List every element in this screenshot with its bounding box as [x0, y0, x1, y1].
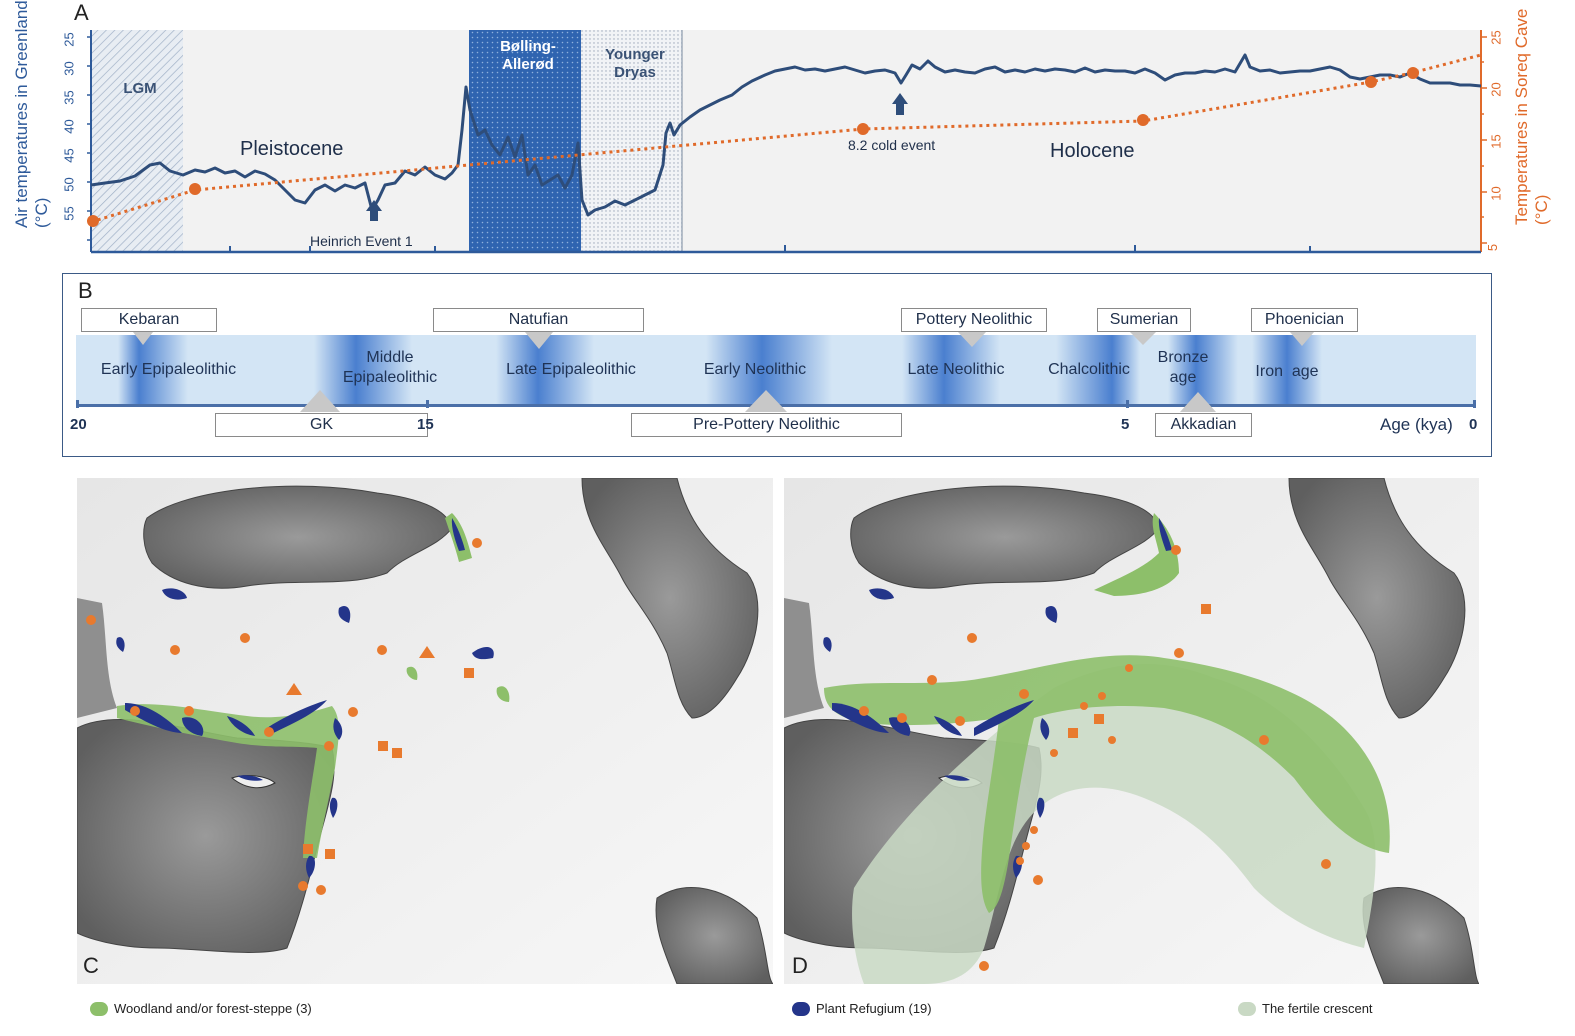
period-chalcolithic: Chalcolithic [1048, 361, 1130, 378]
soreq-point [189, 183, 201, 195]
holocene-label: Holocene [1050, 140, 1135, 162]
legend-woodland: Woodland and/or forest-steppe (3) [90, 1001, 312, 1016]
culture-natufian: Natufian [433, 308, 644, 332]
legend-fertile-label: The fertile crescent [1262, 1001, 1373, 1016]
legend-refugium: Plant Refugium (19) [792, 1001, 932, 1016]
fertile-crescent-area [852, 664, 1376, 984]
panel-a-letter: A [74, 0, 89, 25]
soreq-point [1137, 114, 1149, 126]
soreq-point [87, 215, 99, 227]
climate-chart [87, 30, 1487, 254]
cold-event-arrow [892, 93, 908, 115]
cold-event-label: 8.2 cold event [848, 137, 936, 153]
culture-pointers [133, 332, 1314, 412]
tick-0: 0 [1469, 416, 1478, 433]
heinrich-arrow [366, 200, 382, 221]
period-middle-epipaleolithic: Middle Epipaleolithic [342, 349, 438, 386]
refugium-swatch [792, 1001, 810, 1016]
timeline-tick [1126, 400, 1129, 408]
map-c-letter: C [83, 953, 99, 978]
period-bronze-age: Bronze age [1157, 349, 1209, 386]
period-early-neolithic: Early Neolithic [703, 361, 807, 378]
period-early-epipaleolithic: Early Epipaleolithic [100, 361, 237, 378]
period-band [76, 335, 1476, 405]
culture-phoenician: Phoenician [1251, 308, 1358, 332]
panel-b-frame [62, 273, 1492, 457]
tick-5: 5 [1121, 416, 1130, 433]
woodland-swatch [90, 1001, 108, 1016]
timeline-tick [76, 400, 79, 408]
culture-pottery-neolithic: Pottery Neolithic [901, 308, 1047, 332]
period-late-neolithic: Late Neolithic [907, 361, 1005, 378]
map-d: D [784, 478, 1479, 984]
younger-dryas-label: Younger Dryas [605, 46, 665, 81]
panel-b-letter: B [78, 278, 93, 303]
timeline-tick [426, 400, 429, 408]
legend-fertile: The fertile crescent [1238, 1001, 1373, 1016]
caspian-sea [581, 478, 759, 719]
map-d-graphic [784, 478, 1479, 984]
lgm-label: LGM [123, 80, 157, 97]
woodland-area-d [824, 655, 1390, 913]
legend-woodland-label: Woodland and/or forest-steppe (3) [114, 1001, 312, 1016]
greenland-temperature-line [90, 53, 1482, 217]
period-iron-age: Iron age [1255, 363, 1319, 380]
pleistocene-label: Pleistocene [240, 138, 344, 160]
soreq-point [1365, 76, 1377, 88]
black-sea [143, 485, 453, 589]
map-c-graphic [77, 478, 773, 984]
culture-sumerian: Sumerian [1097, 308, 1191, 332]
period-late-epipaleolithic: Late Epipaleolithic [506, 361, 636, 378]
age-axis-title: Age (kya) [1380, 415, 1453, 434]
lgm-band [91, 30, 183, 252]
persian-gulf [655, 887, 773, 984]
heinrich-label: Heinrich Event 1 [310, 233, 413, 249]
soreq-point [1407, 67, 1419, 79]
bolling-band [469, 30, 581, 252]
map-c: C [77, 478, 773, 984]
culture-pre-pottery-neolithic: Pre-Pottery Neolithic [631, 413, 902, 437]
woodland-area [117, 704, 339, 858]
soreq-point [857, 123, 869, 135]
mediterranean-sea [77, 718, 335, 953]
bolling-label: Bølling-Allerød [500, 38, 556, 73]
culture-kebaran: Kebaran [81, 308, 217, 332]
map-d-letter: D [792, 953, 808, 978]
tick-15: 15 [417, 416, 434, 433]
legend-refugium-label: Plant Refugium (19) [816, 1001, 932, 1016]
culture-akkadian: Akkadian [1155, 413, 1252, 437]
fertile-swatch [1238, 1001, 1256, 1016]
timeline-tick [1473, 400, 1476, 408]
culture-gk: GK [215, 413, 428, 437]
tick-20: 20 [70, 416, 87, 433]
